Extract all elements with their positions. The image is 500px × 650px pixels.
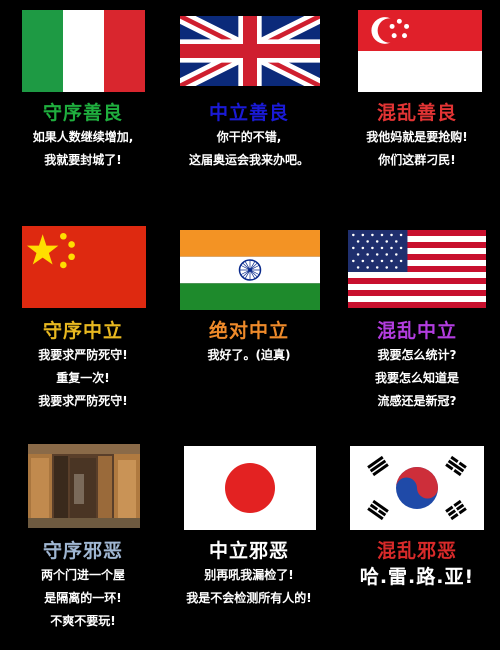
alignment-cell-chaotic-neutral: 混乱中立 我要怎么统计? 我要怎么知道是 流感还是新冠? <box>334 216 500 432</box>
china-flag <box>22 226 146 308</box>
caption: 别再吼我漏检了! 我是不会检测所有人的! <box>166 564 332 610</box>
caption-line: 哈.雷.路.亚! <box>359 566 475 588</box>
caption: 两个门进一个屋 是隔离的一环! 不爽不要玩! <box>0 564 166 633</box>
caption-line: 我要求严防死守! <box>38 394 128 408</box>
caption: 你干的不错, 这届奥运会我来办吧。 <box>166 126 332 172</box>
alignment-title: 绝对中立 <box>208 320 289 342</box>
caption-line: 是隔离的一环! <box>44 591 122 605</box>
usa-flag <box>348 230 486 308</box>
caption-line: 我要求严防死守! <box>38 348 128 362</box>
alignment-title: 混乱中立 <box>376 320 457 342</box>
alignment-cell-lawful-good: 守序善良 如果人数继续增加, 我就要封城了! <box>0 0 166 216</box>
alignment-cell-neutral-evil: 中立邪恶 别再吼我漏检了! 我是不会检测所有人的! <box>166 432 332 648</box>
caption-line: 别再吼我漏检了! <box>204 568 294 582</box>
caption-line: 我是不会检测所有人的! <box>186 591 312 605</box>
uk-flag <box>180 16 320 86</box>
caption-line: 不爽不要玩! <box>50 614 116 628</box>
italy-flag <box>22 10 145 92</box>
caption-line: 流感还是新冠? <box>377 394 457 408</box>
alignment-title: 中立善良 <box>208 102 289 124</box>
alignment-title: 守序中立 <box>42 320 123 342</box>
caption-line: 重复一次! <box>56 371 110 385</box>
singapore-flag <box>358 10 482 92</box>
caption: 如果人数继续增加, 我就要封城了! <box>0 126 166 172</box>
alignment-title: 混乱邪恶 <box>376 540 457 562</box>
alignment-title: 守序善良 <box>42 102 123 124</box>
japan-flag <box>184 446 316 530</box>
caption-line: 我要怎么知道是 <box>374 371 459 385</box>
alignment-title: 中立邪恶 <box>208 540 289 562</box>
korea-flag <box>350 446 484 530</box>
caption-line: 你干的不错, <box>216 130 282 144</box>
caption: 我他妈就是要抢购! 你们这群刁民! <box>334 126 500 172</box>
caption-line: 两个门进一个屋 <box>40 568 125 582</box>
alignment-cell-neutral-good: 中立善良 你干的不错, 这届奥运会我来办吧。 <box>166 0 332 216</box>
doors-photo <box>28 444 140 528</box>
caption: 我要怎么统计? 我要怎么知道是 流感还是新冠? <box>334 344 500 413</box>
caption-line: 我他妈就是要抢购! <box>366 130 468 144</box>
caption-line: 我好了。(迫真) <box>207 348 291 362</box>
caption: 哈.雷.路.亚! <box>334 566 500 589</box>
caption: 我好了。(迫真) <box>166 344 332 367</box>
caption-line: 我要怎么统计? <box>377 348 457 362</box>
caption: 我要求严防死守! 重复一次! 我要求严防死守! <box>0 344 166 413</box>
india-flag <box>180 230 320 310</box>
alignment-cell-lawful-evil: 守序邪恶 两个门进一个屋 是隔离的一环! 不爽不要玩! <box>0 432 166 648</box>
caption-line: 我就要封城了! <box>44 153 122 167</box>
alignment-cell-lawful-neutral: 守序中立 我要求严防死守! 重复一次! 我要求严防死守! <box>0 216 166 432</box>
alignment-title: 守序邪恶 <box>42 540 123 562</box>
alignment-title: 混乱善良 <box>376 102 457 124</box>
caption-line: 这届奥运会我来办吧。 <box>188 153 309 167</box>
alignment-cell-chaotic-good: 混乱善良 我他妈就是要抢购! 你们这群刁民! <box>334 0 500 216</box>
alignment-cell-true-neutral: 绝对中立 我好了。(迫真) <box>166 216 332 432</box>
caption-line: 你们这群刁民! <box>378 153 456 167</box>
caption-line: 如果人数继续增加, <box>32 130 134 144</box>
alignment-cell-chaotic-evil: 混乱邪恶 哈.雷.路.亚! <box>334 432 500 648</box>
